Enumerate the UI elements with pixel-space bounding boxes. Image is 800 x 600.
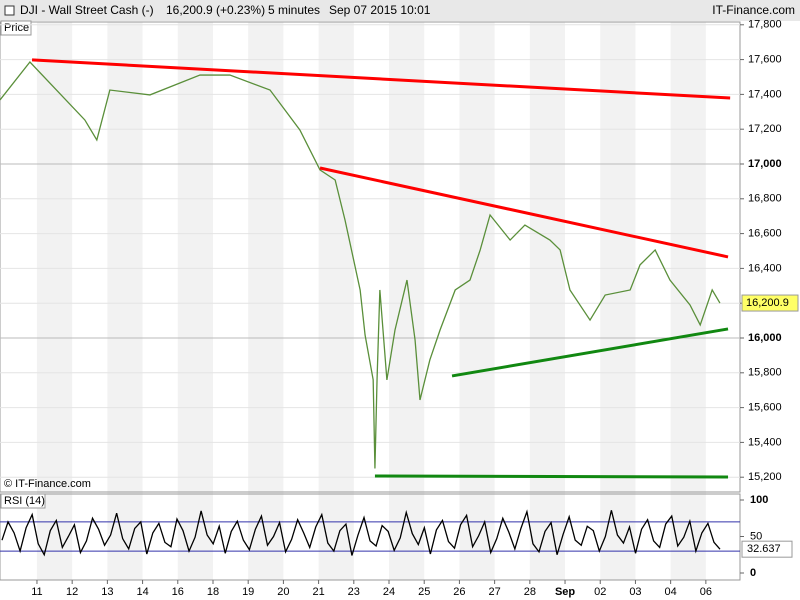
x-tick-label: 18: [207, 586, 219, 598]
price: 16,200.9 (+0.23%): [166, 3, 265, 17]
header: DJI - Wall Street Cash (-) 16,200.9 (+0.…: [0, 0, 800, 21]
x-tick-label: 27: [488, 586, 500, 598]
y-tick-label: 15,400: [748, 436, 782, 448]
x-tick-label: 12: [66, 586, 78, 598]
y-tick-label: 50: [750, 530, 762, 542]
day-band: [670, 22, 706, 580]
day-band: [318, 22, 354, 580]
header-bar: [0, 0, 800, 21]
day-band: [529, 22, 566, 580]
interval: 5 minutes: [268, 3, 320, 17]
trend-line: [374, 474, 729, 479]
price-line: [0, 61, 721, 469]
x-tick-label: Sep: [555, 586, 575, 598]
copyright: © IT-Finance.com: [4, 478, 91, 490]
y-tick-label: 0: [750, 567, 756, 579]
datetime: Sep 07 2015 10:01: [329, 3, 431, 17]
y-tick-label: 17,800: [748, 19, 782, 31]
y-tick-label: 15,800: [748, 367, 782, 379]
day-band: [177, 22, 213, 580]
day-band: [389, 22, 425, 580]
x-tick-label: 26: [453, 586, 465, 598]
rsi-last-label: 32.637: [747, 543, 781, 555]
x-tick-label: 02: [594, 586, 606, 598]
x-tick-label: 11: [31, 586, 42, 598]
y-tick-label: 17,400: [748, 88, 782, 100]
x-tick-label: 19: [242, 586, 254, 598]
day-band: [36, 22, 73, 580]
rsi-line: [1, 509, 721, 557]
x-tick-label: 14: [136, 586, 148, 598]
brand: IT-Finance.com: [712, 3, 795, 17]
day-band: [107, 22, 143, 580]
y-axis-label: Price: [4, 22, 29, 34]
x-tick-label: 28: [524, 586, 536, 598]
day-band: [459, 22, 495, 580]
x-tick-label: 21: [312, 586, 324, 598]
x-tick-label: 04: [665, 586, 677, 598]
y-tick-label: 16,800: [748, 193, 782, 205]
x-tick-label: 13: [101, 586, 113, 598]
last-price-tag: [741, 294, 799, 312]
rsi-last-tag: [741, 540, 793, 558]
y-tick-label: 15,200: [748, 471, 782, 483]
y-tick-label: 16,000: [748, 332, 782, 344]
trend-line: [31, 58, 731, 100]
symbol: DJI - Wall Street Cash (-): [20, 3, 154, 17]
x-tick-label: 16: [172, 586, 184, 598]
day-band: [248, 22, 284, 580]
y-tick-label: 17,600: [748, 53, 782, 65]
x-tick-label: 06: [700, 586, 712, 598]
x-tick-label: 03: [629, 586, 641, 598]
x-tick-label: 25: [418, 586, 430, 598]
x-tick-label: 20: [277, 586, 289, 598]
trend-line: [451, 327, 729, 378]
rsi-title: RSI (14): [4, 495, 45, 507]
y-tick-label: 17,200: [748, 123, 782, 135]
day-band: [600, 22, 636, 580]
y-tick-label: 100: [750, 494, 768, 506]
x-tick-label: 24: [383, 586, 395, 598]
rsi-label-box: [0, 493, 46, 509]
header-icon: [4, 5, 15, 16]
y-tick-label: 17,000: [748, 158, 782, 170]
trend-line: [319, 166, 729, 259]
price-panel: [0, 21, 741, 493]
last-price-label: 16,200.9: [746, 297, 789, 309]
x-tick-label: 23: [348, 586, 360, 598]
y-tick-label: 15,600: [748, 402, 782, 414]
y-tick-label: 16,600: [748, 228, 782, 240]
y-tick-label: 16,400: [748, 262, 782, 274]
